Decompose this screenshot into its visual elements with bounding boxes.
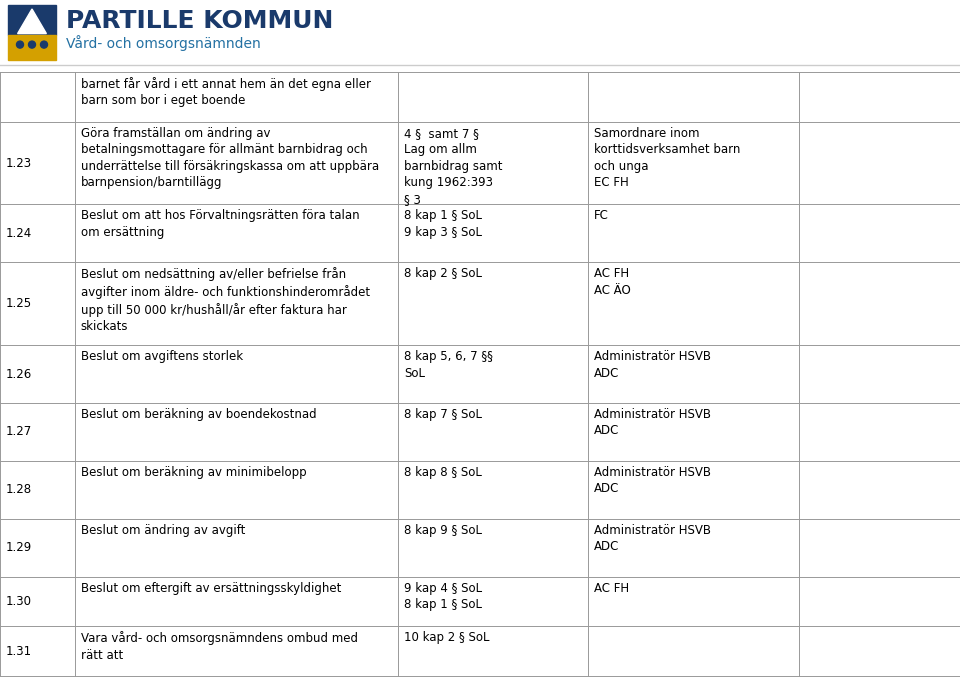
Text: 1.23: 1.23 (6, 157, 32, 170)
Polygon shape (17, 9, 46, 33)
Text: Beslut om avgiftens storlek: Beslut om avgiftens storlek (81, 350, 243, 363)
Text: AC FH
AC ÄO: AC FH AC ÄO (593, 268, 631, 297)
Circle shape (40, 41, 47, 48)
Text: 8 kap 5, 6, 7 §§
SoL: 8 kap 5, 6, 7 §§ SoL (404, 350, 493, 380)
Text: 1.25: 1.25 (6, 297, 32, 310)
Text: PARTILLE KOMMUN: PARTILLE KOMMUN (66, 9, 333, 33)
Text: 8 kap 7 § SoL: 8 kap 7 § SoL (404, 408, 482, 421)
Text: Administratör HSVB
ADC: Administratör HSVB ADC (593, 466, 710, 496)
Text: Samordnare inom
korttidsverksamhet barn
och unga
EC FH: Samordnare inom korttidsverksamhet barn … (593, 127, 740, 189)
Circle shape (29, 41, 36, 48)
Text: Administratör HSVB
ADC: Administratör HSVB ADC (593, 524, 710, 553)
Text: 8 kap 2 § SoL: 8 kap 2 § SoL (404, 268, 482, 280)
Text: Göra framställan om ändring av
betalningsmottagare för allmänt barnbidrag och
un: Göra framställan om ändring av betalning… (81, 127, 379, 189)
Text: 9 kap 4 § SoL
8 kap 1 § SoL: 9 kap 4 § SoL 8 kap 1 § SoL (404, 582, 483, 611)
Text: 8 kap 1 § SoL
9 kap 3 § SoL: 8 kap 1 § SoL 9 kap 3 § SoL (404, 209, 482, 239)
Text: 10 kap 2 § SoL: 10 kap 2 § SoL (404, 631, 490, 644)
Text: 1.26: 1.26 (6, 367, 33, 380)
Text: 1.30: 1.30 (6, 595, 32, 608)
Text: barnet får vård i ett annat hem än det egna eller
barn som bor i eget boende: barnet får vård i ett annat hem än det e… (81, 77, 371, 107)
Text: Beslut om eftergift av ersättningsskyldighet: Beslut om eftergift av ersättningsskyldi… (81, 582, 341, 595)
Text: Beslut om beräkning av boendekostnad: Beslut om beräkning av boendekostnad (81, 408, 317, 421)
Text: Vård- och omsorgsnämnden: Vård- och omsorgsnämnden (66, 35, 261, 51)
Text: Beslut om att hos Förvaltningsrätten föra talan
om ersättning: Beslut om att hos Förvaltningsrätten för… (81, 209, 359, 239)
Text: 1.28: 1.28 (6, 483, 32, 496)
Text: Beslut om nedsättning av/eller befrielse från
avgifter inom äldre- och funktions: Beslut om nedsättning av/eller befrielse… (81, 268, 370, 333)
Text: 1.27: 1.27 (6, 426, 33, 439)
Text: AC FH: AC FH (593, 582, 629, 595)
Text: 1.29: 1.29 (6, 541, 33, 554)
Text: 1.24: 1.24 (6, 227, 33, 240)
Text: Beslut om beräkning av minimibelopp: Beslut om beräkning av minimibelopp (81, 466, 306, 479)
Text: FC: FC (593, 209, 609, 223)
Text: 8 kap 9 § SoL: 8 kap 9 § SoL (404, 524, 482, 537)
Text: 4 §  samt 7 §
Lag om allm
barnbidrag samt
kung 1962:393
§ 3: 4 § samt 7 § Lag om allm barnbidrag samt… (404, 127, 503, 206)
Text: Vara vård- och omsorgsnämndens ombud med
rätt att: Vara vård- och omsorgsnämndens ombud med… (81, 631, 358, 662)
Text: Administratör HSVB
ADC: Administratör HSVB ADC (593, 350, 710, 380)
Bar (8, 35, 56, 60)
Text: Beslut om ändring av avgift: Beslut om ändring av avgift (81, 524, 245, 537)
Text: Administratör HSVB
ADC: Administratör HSVB ADC (593, 408, 710, 437)
Text: 1.31: 1.31 (6, 644, 32, 658)
Circle shape (16, 41, 23, 48)
Bar (8, 5, 56, 35)
Text: 8 kap 8 § SoL: 8 kap 8 § SoL (404, 466, 482, 479)
